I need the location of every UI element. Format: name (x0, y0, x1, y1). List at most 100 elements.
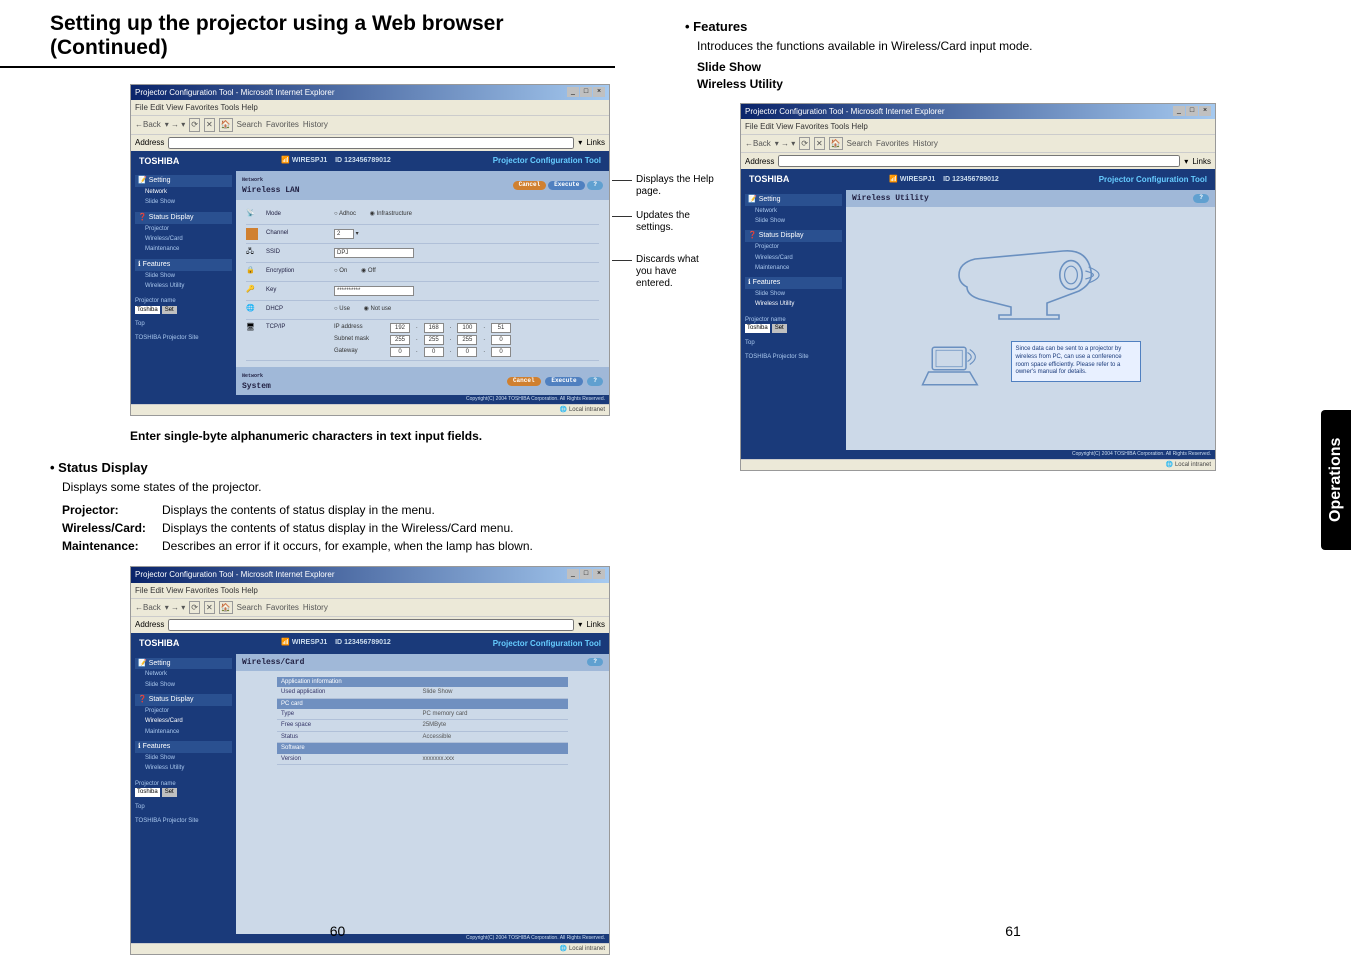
section-title: Setting up the projector using a Web bro… (0, 0, 615, 68)
ie-window-2: Projector Configuration Tool - Microsoft… (130, 566, 610, 955)
util-caption: Since data can be sent to a projector by… (1011, 341, 1141, 382)
tcpip-icon: 🖥 (246, 323, 258, 335)
ssid-input[interactable]: DPJ (334, 248, 414, 258)
sidebar-top[interactable]: Top (135, 320, 232, 328)
gw2[interactable]: 0 (424, 347, 444, 357)
key-row: 🔑 Key ********** (246, 282, 599, 301)
copyright: Copyright(C) 2004 TOSHIBA Corporation. A… (131, 395, 609, 404)
help-button-2[interactable]: ? (587, 377, 603, 385)
ip1[interactable]: 192 (390, 323, 410, 333)
brand-text: TOSHIBA (139, 155, 179, 168)
slideshow-subtitle: Slide Show (697, 59, 1291, 76)
adhoc-radio[interactable]: ○ Adhoc (334, 211, 356, 217)
mode-icon: 📡 (246, 209, 258, 221)
sidebar-setting[interactable]: 📝 Setting (135, 175, 232, 187)
ip3[interactable]: 100 (457, 323, 477, 333)
projector-def: Projector: Displays the contents of stat… (62, 502, 625, 519)
note-text: Enter single-byte alphanumeric character… (130, 428, 625, 445)
key-input[interactable]: ********** (334, 286, 414, 296)
gw1[interactable]: 0 (390, 347, 410, 357)
ie-titlebar-2: Projector Configuration Tool - Microsoft… (131, 567, 609, 582)
proj-name-input[interactable]: Toshiba (135, 306, 160, 314)
features-title: • Features (685, 18, 1291, 36)
screenshot-wireless-card: Projector Configuration Tool - Microsoft… (130, 566, 610, 955)
enc-off-radio[interactable]: ◉ Off (361, 268, 376, 274)
execute-button-2[interactable]: Execute (545, 377, 582, 385)
sidebar-status-display[interactable]: ❓ Status Display (135, 212, 232, 224)
wlan-pane: NetworkWireless LAN Cancel Execute ? 📡 M… (236, 171, 609, 395)
ssid-row: 🖧 SSID DPJ (246, 244, 599, 263)
sidebar-features[interactable]: ℹ Features (135, 259, 232, 271)
help-button[interactable]: ? (587, 181, 603, 189)
help-button-3[interactable]: ? (587, 658, 603, 666)
addr-input-3[interactable] (778, 155, 1180, 167)
sidebar-wireless-card[interactable]: Wireless/Card (135, 234, 232, 244)
callout-line-update (612, 216, 632, 217)
channel-select[interactable]: 2 (334, 229, 354, 239)
ie-toolbar[interactable]: ←Back ▾ → ▾ ⟳ ✕ 🏠 Search Favorites Histo… (131, 115, 609, 133)
laptop-icon (921, 341, 981, 391)
wc-header: Wireless/Card ? (236, 654, 609, 671)
wireless-card-def: Wireless/Card: Displays the contents of … (62, 520, 625, 537)
status-display-title: • Status Display (50, 459, 625, 477)
page-number-right: 61 (1005, 923, 1021, 939)
dhcp-use-radio[interactable]: ○ Use (334, 306, 350, 312)
sidebar-site[interactable]: TOSHIBA Projector Site (135, 334, 232, 342)
sn2[interactable]: 255 (424, 335, 444, 345)
window-controls[interactable]: _□× (567, 87, 605, 98)
links-label: Links (586, 137, 605, 148)
sn4[interactable]: 0 (491, 335, 511, 345)
page-number-left: 60 (330, 923, 346, 939)
gw3[interactable]: 0 (457, 347, 477, 357)
window-controls-2[interactable]: _□× (567, 569, 605, 580)
sn1[interactable]: 255 (390, 335, 410, 345)
screenshot-wireless-lan: Projector Configuration Tool - Microsoft… (130, 84, 610, 416)
sidebar-maintenance[interactable]: Maintenance (135, 244, 232, 254)
back-button[interactable]: ←Back (135, 119, 161, 130)
sidebar-projector[interactable]: Projector (135, 224, 232, 234)
screenshot-wireless-utility: Projector Configuration Tool - Microsoft… (740, 103, 1216, 472)
favorites-button[interactable]: Favorites (266, 119, 299, 130)
status-table: Application information Used application… (277, 677, 568, 765)
sidebar-slideshow2[interactable]: Slide Show (135, 271, 232, 281)
ssid-icon: 🖧 (246, 247, 258, 259)
addr-input-2[interactable] (168, 619, 574, 631)
ie-menubar[interactable]: File Edit View Favorites Tools Help (131, 100, 609, 115)
sn3[interactable]: 255 (457, 335, 477, 345)
window-controls-3[interactable]: _□× (1173, 106, 1211, 117)
sidebar-network[interactable]: Network (135, 187, 232, 197)
ie-toolbar-2[interactable]: ←Back ▾ → ▾ ⟳ ✕ 🏠 Search Favorites Histo… (131, 598, 609, 616)
features-desc: Introduces the functions available in Wi… (697, 38, 1291, 55)
enc-on-radio[interactable]: ○ On (334, 268, 347, 274)
status-display-section: • Status Display Displays some states of… (50, 459, 625, 554)
infra-radio[interactable]: ◉ Infrastructure (370, 211, 412, 217)
ie-address-bar: Address ▾ Links (131, 134, 609, 151)
sidebar-wireless-util[interactable]: Wireless Utility (135, 281, 232, 291)
gw4[interactable]: 0 (491, 347, 511, 357)
dhcp-notuse-radio[interactable]: ◉ Not use (364, 306, 392, 312)
model-id: 📶 WIRESPJ1 ID 123456789012 (281, 156, 391, 166)
status-display-desc: Displays some states of the projector. (62, 479, 625, 496)
dhcp-row: 🌐 DHCP ○ Use ◉ Not use (246, 301, 599, 320)
content-row-2: 📝 Setting Network Slide Show ❓ Status Di… (131, 654, 609, 934)
util-body: Since data can be sent to a projector by… (846, 207, 1215, 427)
search-button[interactable]: Search (237, 119, 262, 130)
callout-line-discard (612, 260, 632, 261)
sidebar-3: 📝 Setting Network Slide Show ❓ Status Di… (741, 190, 846, 450)
tool-title: Projector Configuration Tool (493, 155, 601, 166)
cancel-button-2[interactable]: Cancel (507, 377, 541, 385)
ie-menubar-2[interactable]: File Edit View Favorites Tools Help (131, 583, 609, 598)
execute-button[interactable]: Execute (548, 181, 585, 189)
wc-pane: Wireless/Card ? Application information … (236, 654, 609, 934)
page-left: Setting up the projector using a Web bro… (0, 0, 675, 954)
cancel-button[interactable]: Cancel (513, 181, 547, 189)
wireless-utility-subtitle: Wireless Utility (697, 76, 1291, 93)
addr-input[interactable] (168, 137, 574, 149)
sidebar-slideshow[interactable]: Slide Show (135, 197, 232, 207)
sidebar-1: 📝 Setting Network Slide Show ❓ Status Di… (131, 171, 236, 395)
ip4[interactable]: 51 (491, 323, 511, 333)
ip2[interactable]: 168 (424, 323, 444, 333)
set-button[interactable]: Set (162, 306, 177, 314)
ie-titlebar: Projector Configuration Tool - Microsoft… (131, 85, 609, 100)
history-button[interactable]: History (303, 119, 328, 130)
